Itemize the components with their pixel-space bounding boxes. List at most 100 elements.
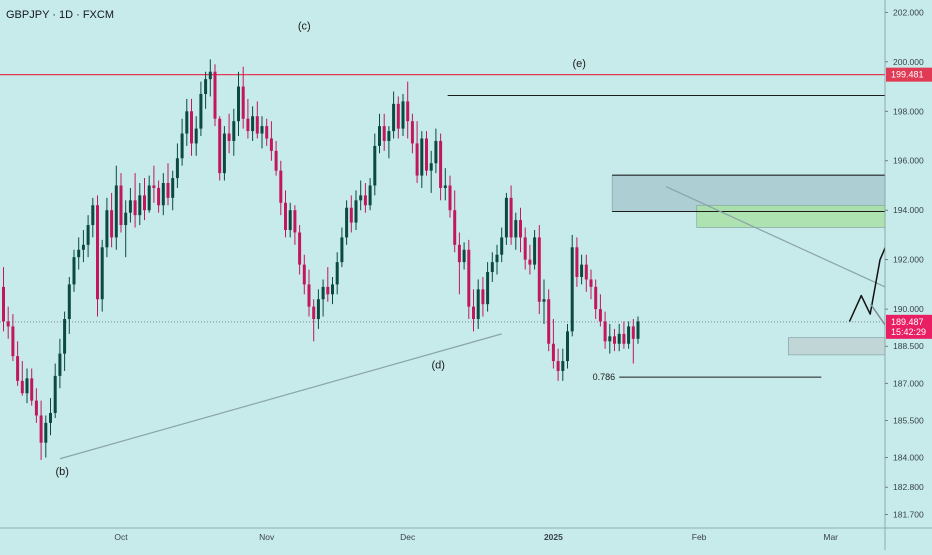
candle-body-53 (251, 116, 255, 132)
x-tick-label-2: Dec (400, 532, 416, 542)
candle-body-59 (279, 170, 283, 203)
candle-body-22 (105, 210, 109, 248)
candle-body-42 (199, 93, 203, 129)
candle-body-94 (443, 185, 447, 188)
y-tick-label-8: 187.000 (893, 378, 924, 388)
candle-body-16 (77, 249, 81, 258)
red-level-price-text: 199.481 (891, 70, 924, 80)
candle-body-97 (457, 244, 461, 263)
candle-body-25 (119, 185, 123, 226)
candle-body-2 (11, 326, 15, 357)
candle-body-95 (448, 185, 452, 211)
candle-body-35 (166, 183, 170, 198)
candle-body-65 (307, 284, 311, 307)
candle-body-92 (434, 140, 438, 164)
candle-body-27 (128, 200, 132, 213)
y-tick-label-11: 182.800 (893, 482, 924, 492)
candle-countdown-text: 15:42:29 (891, 327, 926, 337)
candle-body-18 (86, 225, 90, 245)
candle-body-10 (49, 413, 52, 423)
y-tick-label-1: 200.000 (893, 57, 924, 67)
candle-body-80 (378, 126, 381, 146)
candle-body-5 (25, 378, 29, 394)
candle-body-68 (321, 286, 325, 300)
candle-body-81 (382, 126, 386, 141)
x-tick-label-0: Oct (114, 532, 128, 542)
candle-body-9 (44, 422, 48, 443)
candle-body-126 (594, 286, 598, 310)
candle-body-110 (519, 220, 522, 238)
candle-body-29 (138, 195, 142, 216)
current-price-text: 189.487 (891, 317, 924, 327)
y-tick-label-2: 198.000 (893, 106, 924, 116)
candle-body-58 (274, 150, 278, 171)
candle-body-14 (67, 284, 71, 320)
candle-body-55 (260, 126, 264, 134)
y-tick-label-6: 190.000 (893, 304, 924, 314)
candle-body-120 (566, 331, 569, 362)
candle-body-30 (143, 195, 146, 211)
candle-body-31 (147, 185, 151, 211)
candle-body-17 (81, 244, 85, 250)
candle-body-103 (486, 272, 490, 305)
candle-body-128 (603, 321, 607, 342)
candle-body-79 (373, 145, 377, 186)
candle-body-70 (331, 284, 334, 295)
candle-body-78 (368, 185, 372, 206)
candle-body-82 (387, 131, 391, 141)
candle-body-113 (533, 237, 537, 265)
candle-body-133 (627, 326, 631, 344)
candle-body-6 (30, 378, 34, 401)
candle-body-43 (204, 79, 208, 94)
candle-body-47 (222, 133, 226, 174)
y-tick-label-3: 196.000 (893, 156, 924, 166)
candle-body-69 (326, 286, 330, 295)
candle-body-73 (345, 207, 349, 238)
candle-body-45 (213, 71, 217, 119)
candle-body-41 (194, 128, 198, 144)
red-level-price-tag (886, 67, 932, 82)
candle-body-0 (2, 286, 5, 322)
y-tick-label-10: 184.000 (893, 453, 924, 463)
candle-body-33 (157, 187, 161, 206)
candle-body-20 (96, 205, 99, 300)
candle-body-123 (580, 264, 584, 277)
candle-body-21 (100, 247, 104, 300)
x-tick-label-4: Feb (692, 532, 707, 542)
fib-label-3: 0.786 (593, 372, 616, 382)
candle-body-125 (589, 279, 593, 287)
candle-body-19 (91, 205, 95, 226)
candle-body-86 (406, 101, 410, 122)
candle-body-56 (265, 126, 269, 139)
candle-body-129 (608, 336, 612, 342)
candle-body-8 (39, 415, 43, 443)
candle-body-75 (354, 200, 358, 223)
chart-title: GBPJPY · 1D · FXCM (6, 9, 114, 21)
candle-body-51 (241, 86, 245, 119)
y-tick-label-12: 181.700 (893, 509, 924, 519)
candle-body-104 (490, 262, 494, 273)
candle-body-72 (340, 237, 344, 263)
x-tick-label-5: Mar (823, 532, 838, 542)
candle-body-109 (514, 220, 518, 238)
candle-body-12 (58, 353, 62, 376)
candle-body-122 (575, 247, 579, 277)
candle-body-131 (617, 333, 621, 344)
candle-body-102 (481, 289, 485, 305)
candle-body-99 (467, 249, 471, 307)
candle-body-77 (363, 195, 367, 206)
candle-body-107 (504, 197, 508, 238)
candle-body-124 (584, 264, 588, 280)
candle-body-96 (453, 210, 457, 245)
target-zone (696, 204, 932, 228)
candle-body-74 (349, 207, 353, 223)
candle-body-34 (161, 183, 165, 206)
candle-body-118 (556, 361, 560, 371)
candle-body-60 (284, 202, 287, 230)
candle-body-38 (180, 133, 184, 159)
candle-body-115 (542, 299, 546, 302)
candle-body-3 (16, 356, 20, 381)
candle-body-100 (472, 306, 475, 320)
candle-body-87 (410, 121, 414, 144)
